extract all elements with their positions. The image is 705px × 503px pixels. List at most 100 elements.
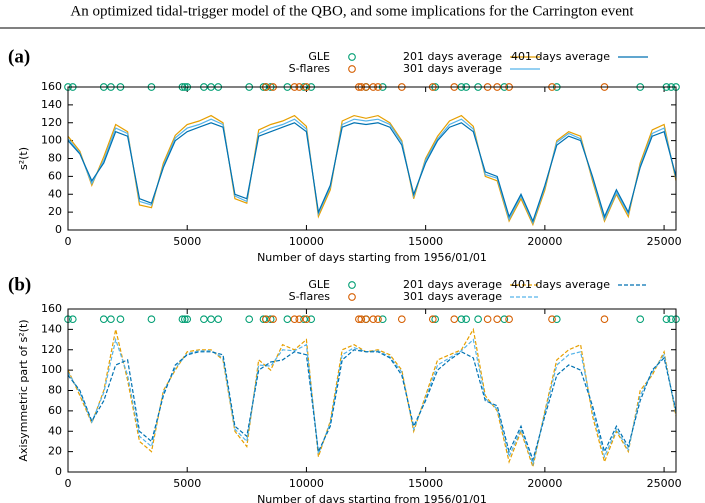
y-tick-label: 140 [41, 98, 62, 111]
legend-label: 201 days average [403, 278, 502, 291]
legend-marker [348, 53, 356, 61]
plot-frame [67, 86, 677, 231]
event-marker [462, 315, 471, 324]
event-marker [636, 315, 645, 324]
y-tick-label: 120 [41, 116, 62, 129]
legend-label: S-flares [289, 62, 331, 75]
y-axis-label: s²(t) [17, 147, 30, 170]
y-tick-label: 40 [48, 424, 62, 437]
event-marker [68, 315, 77, 324]
x-tick-label: 10000 [289, 477, 324, 490]
event-marker [147, 315, 156, 324]
event-marker [483, 315, 492, 324]
x-tick-label: 20000 [527, 235, 562, 248]
event-marker [600, 315, 609, 324]
event-marker [500, 315, 509, 324]
event-marker [431, 315, 440, 324]
event-marker [302, 315, 311, 324]
legend-label: GLE [308, 278, 330, 291]
event-marker [374, 315, 382, 324]
event-marker [667, 315, 676, 324]
x-tick-label: 10000 [289, 235, 324, 248]
plot-frame [67, 308, 677, 473]
event-marker [548, 315, 556, 324]
series-line [67, 327, 677, 470]
y-tick-label: 60 [48, 169, 62, 182]
event-marker [295, 315, 304, 324]
series-line [67, 337, 677, 467]
event-marker [214, 315, 223, 324]
event-marker [662, 315, 671, 324]
panel-label: (b) [8, 274, 31, 295]
y-tick-label: 100 [41, 134, 62, 147]
y-tick-label: 80 [48, 152, 62, 165]
event-marker [307, 315, 316, 324]
event-marker [178, 315, 187, 324]
y-tick-label: 0 [55, 465, 62, 478]
event-marker [378, 315, 387, 324]
legend-label: S-flares [289, 290, 331, 303]
y-tick-label: 40 [48, 187, 62, 200]
x-tick-label: 20000 [527, 477, 562, 490]
event-marker [259, 315, 268, 324]
x-axis-label: Number of days starting from 1956/01/01 [257, 493, 487, 503]
x-tick-label: 15000 [408, 235, 443, 248]
event-marker [474, 315, 482, 324]
event-marker [269, 315, 277, 324]
event-marker [245, 315, 254, 324]
series-line [67, 122, 677, 223]
event-marker [369, 315, 378, 324]
legend-label: 301 days average [403, 290, 502, 303]
event-marker [116, 315, 125, 324]
y-tick-label: 160 [41, 302, 62, 315]
event-marker [283, 315, 292, 324]
y-tick-label: 100 [41, 363, 62, 376]
event-marker [183, 315, 192, 324]
legend-label: GLE [308, 50, 330, 63]
event-marker [207, 315, 215, 324]
legend-label: 401 days average [511, 50, 610, 63]
x-tick-label: 25000 [647, 477, 682, 490]
y-tick-label: 120 [41, 343, 62, 356]
panel-label: (a) [8, 46, 30, 67]
legend-marker [348, 293, 356, 301]
series-line [67, 118, 677, 225]
event-marker [290, 315, 299, 324]
legend-marker [348, 65, 356, 73]
series-line [67, 349, 677, 462]
y-tick-label: 60 [48, 404, 62, 417]
event-marker [99, 315, 108, 324]
y-axis-label: Axisymmetric part of s²(t) [17, 319, 30, 461]
event-marker [505, 315, 513, 324]
paper-title: An optimized tidal-trigger model of the … [70, 3, 634, 19]
event-marker [362, 315, 370, 324]
x-tick-label: 15000 [408, 477, 443, 490]
event-marker [428, 315, 437, 324]
x-axis-label: Number of days starting from 1956/01/01 [257, 251, 487, 264]
legend-label: 201 days average [403, 50, 502, 63]
legend-label: 301 days average [403, 62, 502, 75]
y-tick-label: 0 [55, 223, 62, 236]
event-marker [266, 315, 275, 324]
y-tick-label: 20 [48, 445, 62, 458]
legend-label: 401 days average [511, 278, 610, 291]
event-marker [552, 315, 561, 324]
event-marker [397, 315, 406, 324]
x-tick-label: 5000 [173, 235, 201, 248]
x-tick-label: 0 [65, 235, 72, 248]
y-tick-label: 160 [41, 80, 62, 93]
event-marker [107, 315, 115, 324]
y-tick-label: 20 [48, 205, 62, 218]
series-line [67, 114, 677, 227]
x-tick-label: 5000 [173, 477, 201, 490]
y-tick-label: 80 [48, 384, 62, 397]
event-marker [300, 315, 308, 324]
event-marker [355, 315, 363, 324]
event-marker [493, 315, 502, 324]
y-tick-label: 140 [41, 322, 62, 335]
event-marker [357, 315, 366, 324]
event-marker [180, 315, 189, 324]
x-tick-label: 25000 [647, 235, 682, 248]
event-marker [457, 315, 466, 324]
